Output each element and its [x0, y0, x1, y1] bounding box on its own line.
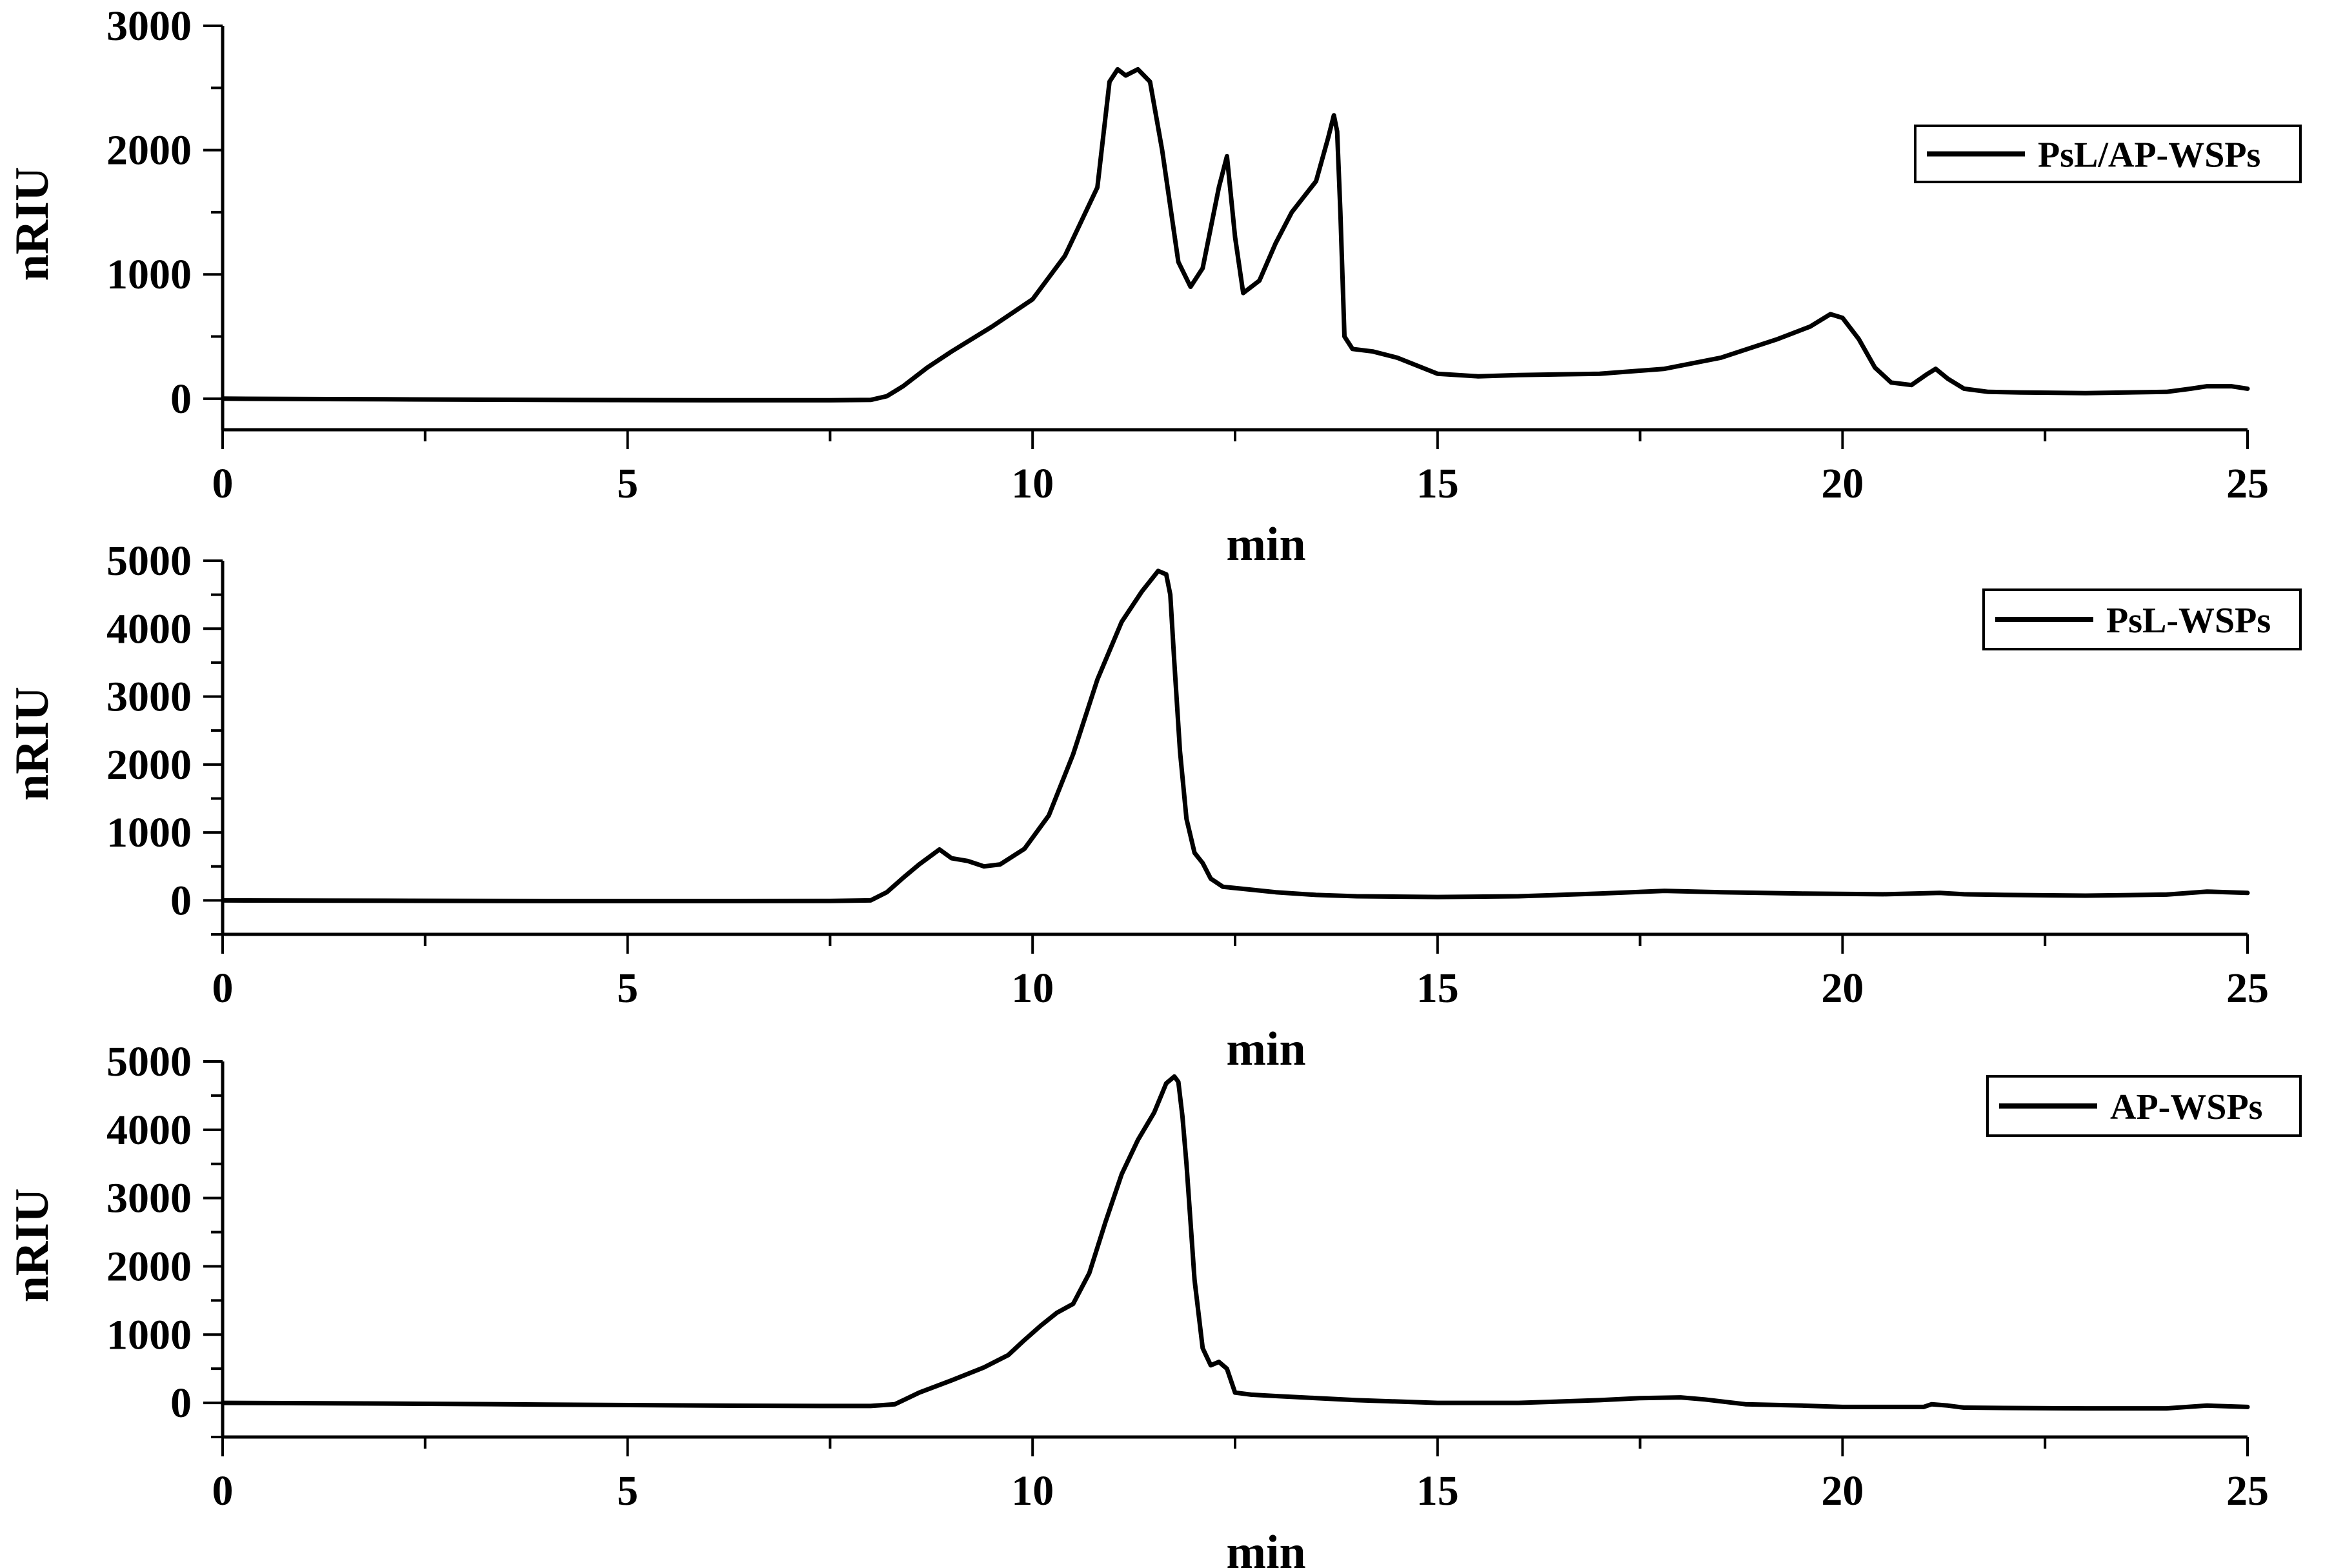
y-tick-label: 1000: [106, 251, 192, 298]
y-axis-title: nRIU: [6, 687, 59, 801]
chart-panel-3: 0 5 10 15 20 25 0 1000 2000 3000 4000 5000 min nRIU AP…: [6, 1038, 2302, 1568]
legend: AP-WSPs: [1986, 1075, 2302, 1137]
y-tick-label: 4000: [106, 605, 192, 652]
x-tick-label: 15: [1416, 965, 1459, 1012]
y-tick-label: 0: [170, 376, 192, 423]
x-tick-label: 20: [1821, 460, 1864, 507]
y-tick-label: 2000: [106, 127, 192, 174]
legend-label: PsL-WSPs: [2106, 601, 2271, 641]
y-tick-label: 3000: [106, 1175, 192, 1222]
x-tick-label: 5: [617, 460, 638, 507]
y-tick-label: 5000: [106, 1038, 192, 1085]
x-tick-label: 15: [1416, 460, 1459, 507]
x-tick-label: 10: [1011, 460, 1054, 507]
y-tick-label: 1000: [106, 809, 192, 856]
x-tick-label: 25: [2226, 1467, 2269, 1514]
x-tick-label: 5: [617, 1467, 638, 1514]
x-tick-label: 0: [212, 1467, 234, 1514]
y-tick-label: 4000: [106, 1107, 192, 1154]
series-line-ap-wsps: [220, 1074, 2250, 1411]
x-tick-label: 0: [212, 460, 234, 507]
x-tick-label: 20: [1821, 1467, 1864, 1514]
x-tick-label: 25: [2226, 965, 2269, 1012]
chart-panel-2: 0 5 10 15 20 25 0 1000 2000 3000 4000 5000 min nRIU Ps…: [6, 538, 2302, 1076]
x-axis-title: min: [1226, 1526, 1305, 1568]
y-tick-label: 2000: [106, 1243, 192, 1290]
y-axis-title: nRIU: [6, 167, 59, 281]
y-tick-label: 3000: [106, 3, 192, 50]
y-tick-label: 2000: [106, 741, 192, 789]
series-line-psl-ap-wsps: [220, 66, 2250, 403]
series-line-psl-wsps: [220, 568, 2250, 903]
chart-panel-1: 0 5 10 15 20 25 0 1000 2000 3000 min nRIU PsL/AP-WSP…: [6, 3, 2302, 571]
legend: PsL-WSPs: [1982, 588, 2302, 650]
y-tick-label: 0: [170, 1380, 192, 1427]
y-tick-label: 5000: [106, 538, 192, 585]
legend-label: AP-WSPs: [2110, 1087, 2262, 1127]
legend: PsL/AP-WSPs: [1914, 125, 2302, 183]
x-tick-label: 15: [1416, 1467, 1459, 1514]
x-tick-label: 10: [1011, 965, 1054, 1012]
y-tick-label: 3000: [106, 674, 192, 721]
x-axis-title: min: [1226, 1023, 1305, 1076]
y-tick-label: 1000: [106, 1311, 192, 1358]
x-tick-label: 5: [617, 965, 638, 1012]
legend-label: PsL/AP-WSPs: [2038, 136, 2260, 176]
x-tick-label: 10: [1011, 1467, 1054, 1514]
x-tick-label: 0: [212, 965, 234, 1012]
y-tick-label: 0: [170, 877, 192, 924]
y-axis-title: nRIU: [6, 1189, 59, 1303]
x-tick-label: 20: [1821, 965, 1864, 1012]
x-axis-title: min: [1226, 518, 1305, 571]
x-tick-label: 25: [2226, 460, 2269, 507]
